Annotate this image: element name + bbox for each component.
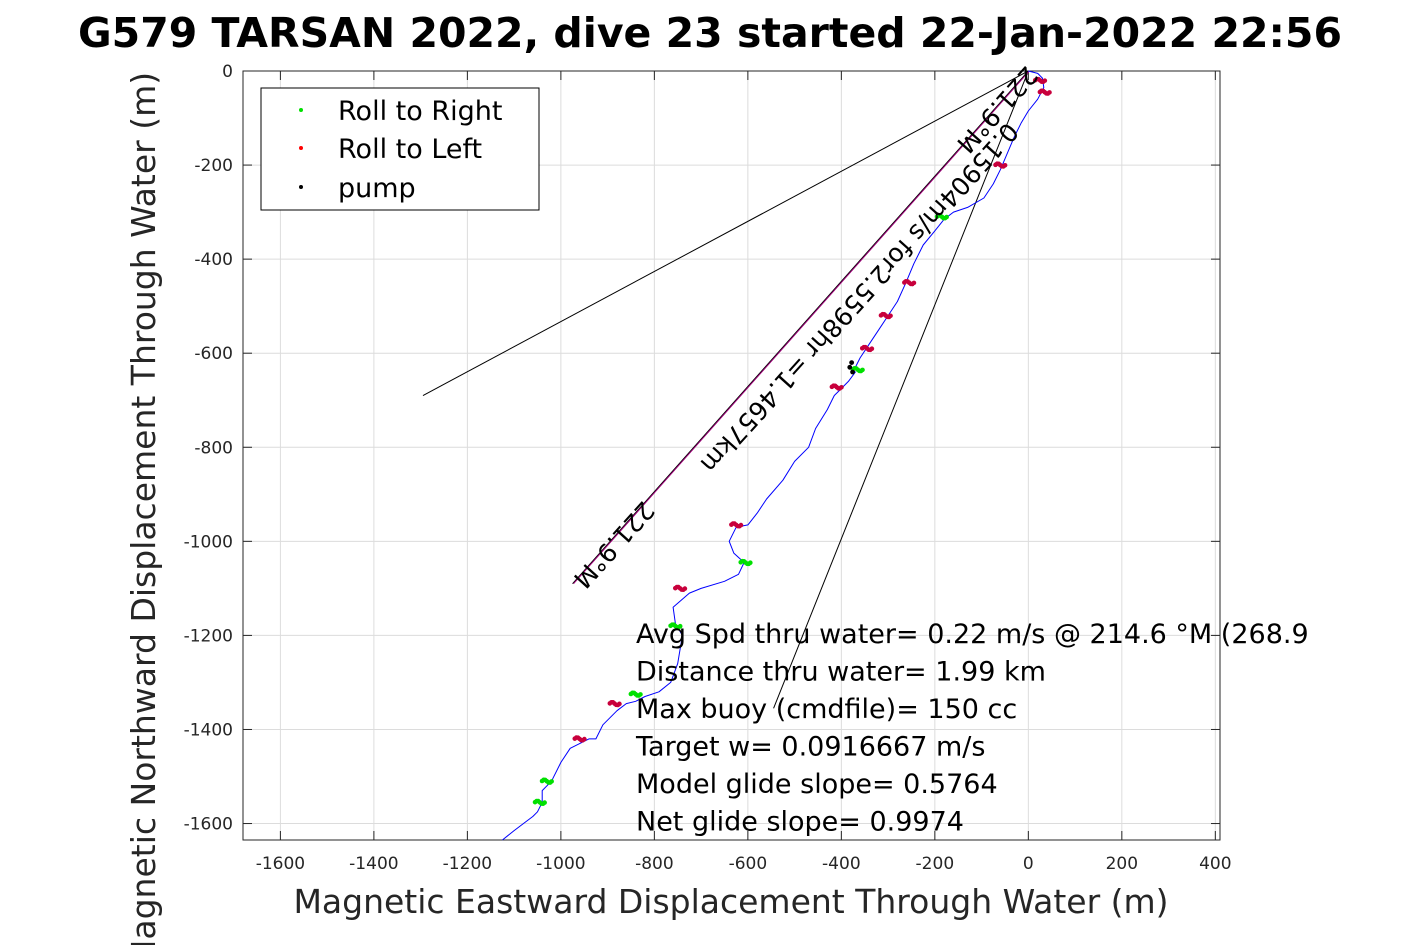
- y-tick-label: -400: [194, 250, 233, 270]
- y-axis-label: Magnetic Northward Displacement Through …: [124, 72, 163, 945]
- y-tick-label: -1200: [184, 626, 233, 646]
- glider-track: [502, 70, 1045, 841]
- x-tick-label: -1600: [256, 854, 305, 874]
- x-tick-label: -1000: [536, 854, 585, 874]
- roll-marker-mixed: [729, 521, 744, 529]
- legend-marker-pump: [299, 185, 303, 189]
- legend-marker-roll-left: [299, 146, 303, 150]
- x-tick-label: -200: [916, 854, 955, 874]
- roll-marker-right: [539, 777, 554, 785]
- roll-marker-right: [934, 213, 949, 221]
- roll-marker-right: [532, 798, 547, 807]
- stats-line: Avg Spd thru water= 0.22 m/s @ 214.6 °M …: [636, 619, 1309, 650]
- roll-marker-mixed: [1037, 88, 1052, 96]
- y-tick-label: -800: [194, 438, 233, 458]
- pump-marker: [849, 360, 855, 366]
- plot-area: [242, 70, 1221, 841]
- roll-marker-right: [628, 690, 643, 698]
- roll-marker-mixed: [878, 311, 893, 320]
- roll-marker-mixed: [859, 344, 875, 353]
- stats-line: Distance thru water= 1.99 km: [636, 657, 1046, 688]
- x-axis-label: Magnetic Eastward Displacement Through W…: [293, 882, 1168, 921]
- x-tick-label: -1200: [443, 854, 492, 874]
- roll-marker-right: [668, 622, 683, 630]
- x-tick-label: -800: [635, 854, 674, 874]
- y-tick-label: -1000: [184, 532, 233, 552]
- legend-label-roll-left: Roll to Left: [338, 134, 482, 165]
- roll-marker-mixed: [672, 584, 688, 593]
- chart-title: G579 TARSAN 2022, dive 23 started 22-Jan…: [78, 9, 1342, 57]
- glide-line: [573, 70, 1030, 584]
- legend-box: [260, 87, 540, 211]
- legend-label-pump: pump: [338, 173, 416, 204]
- roll-marker-mixed: [607, 699, 622, 708]
- diagonal-labels: 221.9°M0.15904m/s for2.5598hr =1.4657km2…: [568, 61, 1044, 594]
- roll-marker-mixed: [572, 735, 587, 743]
- track-line: [502, 70, 1045, 841]
- x-tick-label: 200: [1106, 854, 1138, 874]
- reference-lines: [422, 70, 1030, 709]
- pump-markers: [847, 360, 855, 375]
- legend-label-roll-right: Roll to Right: [338, 96, 502, 127]
- diagonal-label: 0.15904m/s for2.5598hr =1.4657km: [695, 117, 1025, 478]
- roll-marker-mixed: [902, 278, 917, 287]
- stats-annotations: Avg Spd thru water= 0.22 m/s @ 214.6 °M …: [635, 619, 1309, 838]
- pump-marker: [847, 364, 853, 370]
- y-tick-labels: 0 -200 -400 -600 -800 -1000 -1200 -1400 -1600: [184, 62, 233, 835]
- roll-marker-mixed: [1032, 76, 1048, 85]
- stats-line: Target w= 0.0916667 m/s: [635, 732, 985, 763]
- x-tick-labels: -1600 -1400 -1200 -1000 -800 -600 -400 -200 0 200…: [256, 854, 1232, 874]
- legend-marker-roll-right: [299, 108, 303, 112]
- roll-marker-right: [738, 558, 753, 567]
- pump-marker: [850, 369, 855, 375]
- x-tick-label: -400: [822, 854, 861, 874]
- roll-marker-mixed: [993, 161, 1008, 169]
- y-tick-label: -600: [194, 344, 233, 364]
- x-tick-label: -1400: [349, 854, 398, 874]
- y-tick-label: -1400: [184, 720, 233, 740]
- y-tick-label: -1600: [184, 815, 233, 835]
- reference-line: [572, 70, 1029, 584]
- stats-line: Model glide slope= 0.5764: [636, 769, 998, 800]
- y-tick-label: -200: [194, 156, 233, 176]
- stats-line: Net glide slope= 0.9974: [636, 807, 964, 838]
- y-tick-label: 0: [222, 62, 233, 82]
- x-tick-label: 0: [1023, 854, 1034, 874]
- axis-ticks: [243, 70, 1220, 840]
- stats-line: Max buoy (cmdfile)= 150 cc: [636, 694, 1017, 725]
- legend: Roll to Right Roll to Left pump: [260, 87, 540, 211]
- x-tick-label: -600: [729, 854, 768, 874]
- reference-line: [422, 70, 1029, 396]
- diagonal-label: 221.9°M: [568, 496, 660, 594]
- reference-line: [773, 70, 1029, 709]
- roll-marker-mixed: [829, 383, 844, 391]
- x-tick-label: 400: [1199, 854, 1231, 874]
